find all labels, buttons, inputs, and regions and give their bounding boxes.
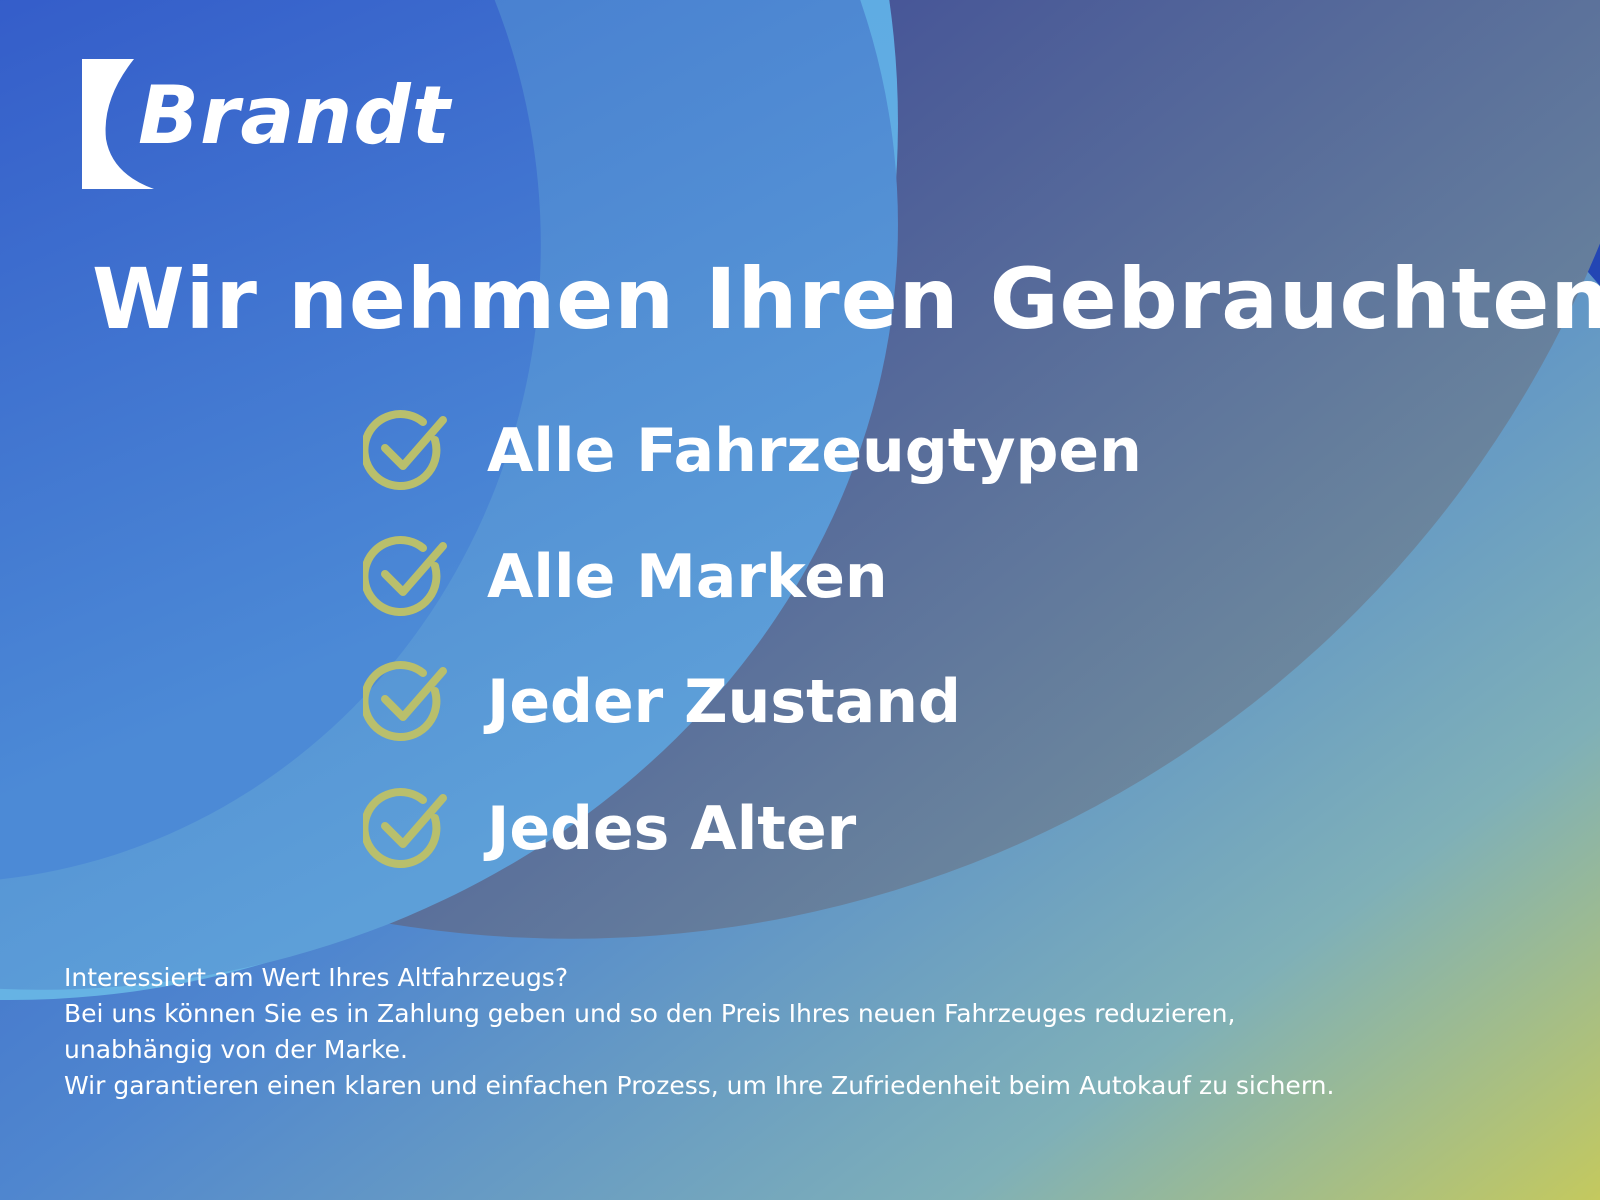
body-line: Interessiert am Wert Ihres Altfahrzeugs? <box>64 963 569 992</box>
body-text: Interessiert am Wert Ihres Altfahrzeugs?… <box>64 960 1334 1104</box>
body-line: Bei uns können Sie es in Zahlung geben u… <box>64 999 1236 1028</box>
logo-text: Brandt <box>138 69 451 162</box>
feature-item: Jedes Alter <box>363 784 856 874</box>
feature-item: Alle Fahrzeugtypen <box>363 406 1142 496</box>
feature-label: Jedes Alter <box>487 794 857 864</box>
check-circle-icon <box>363 536 447 616</box>
feature-item: Alle Marken <box>363 532 888 622</box>
feature-label: Alle Marken <box>487 542 888 612</box>
feature-label: Alle Fahrzeugtypen <box>487 416 1142 486</box>
headline: Wir nehmen Ihren Gebrauchten! <box>92 250 1600 348</box>
check-circle-icon <box>363 788 447 868</box>
check-circle-icon <box>363 661 447 741</box>
feature-label: Jeder Zustand <box>487 667 961 737</box>
body-line: Wir garantieren einen klaren und einfach… <box>64 1071 1335 1100</box>
check-circle-icon <box>363 410 447 490</box>
brandt-logo: Brandt <box>82 59 450 193</box>
feature-item: Jeder Zustand <box>363 657 961 747</box>
body-line: unabhängig von der Marke. <box>64 1035 408 1064</box>
logo-bracket-icon <box>82 59 154 189</box>
